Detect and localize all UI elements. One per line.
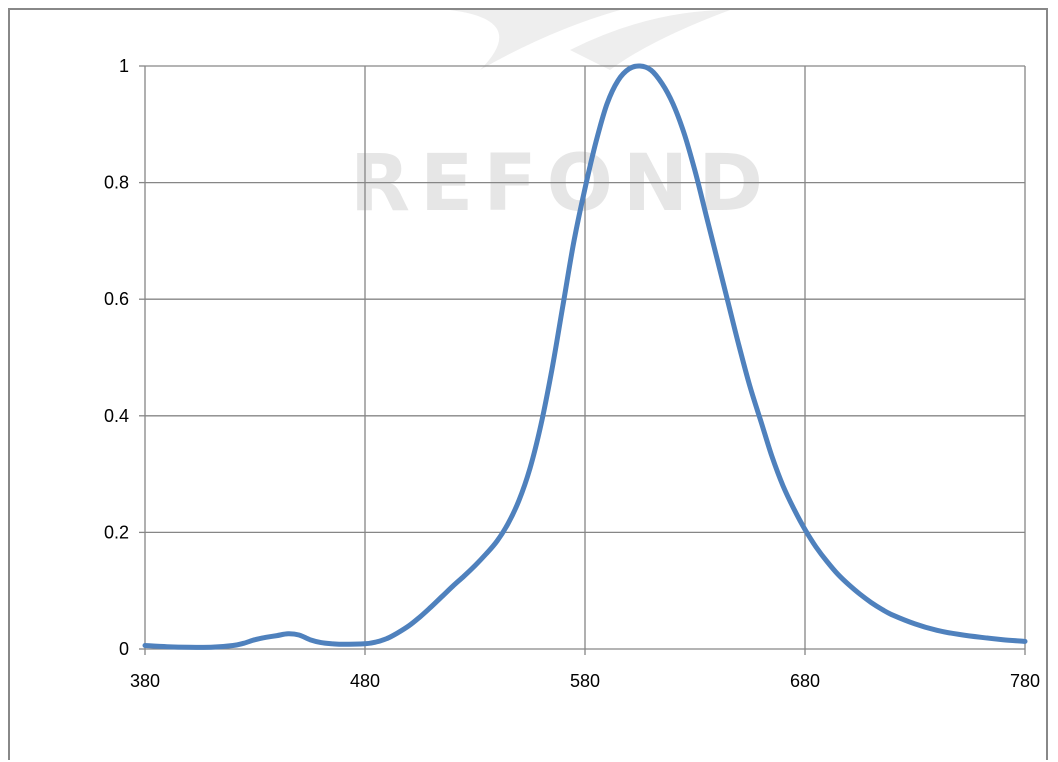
x-tick-label: 680 <box>790 671 820 691</box>
y-axis-ticks: 0 0.2 0.4 0.6 0.8 1 <box>104 56 129 659</box>
x-tick-label: 780 <box>1010 671 1040 691</box>
y-tick-label: 1 <box>119 56 129 76</box>
x-tick-label: 580 <box>570 671 600 691</box>
spectrum-chart: REFOND 0 0.2 0.4 0.6 0.8 1 380 480 580 680 780 <box>104 10 1040 691</box>
x-tick-label: 480 <box>350 671 380 691</box>
watermark-logo: REFOND <box>350 10 773 229</box>
y-tick-label: 0.2 <box>104 522 129 542</box>
x-tick-label: 380 <box>130 671 160 691</box>
watermark-text: REFOND <box>350 139 773 229</box>
y-tick-label: 0.6 <box>104 289 129 309</box>
series-line <box>142 63 1028 650</box>
y-tick-label: 0 <box>119 639 129 659</box>
y-tick-label: 0.8 <box>104 173 129 193</box>
chart-frame: REFOND 0 0.2 0.4 0.6 0.8 1 380 480 580 680 780 <box>8 8 1048 760</box>
watermark-swoosh <box>450 10 730 70</box>
y-tick-label: 0.4 <box>104 406 129 426</box>
x-axis-ticks: 380 480 580 680 780 <box>130 671 1040 691</box>
